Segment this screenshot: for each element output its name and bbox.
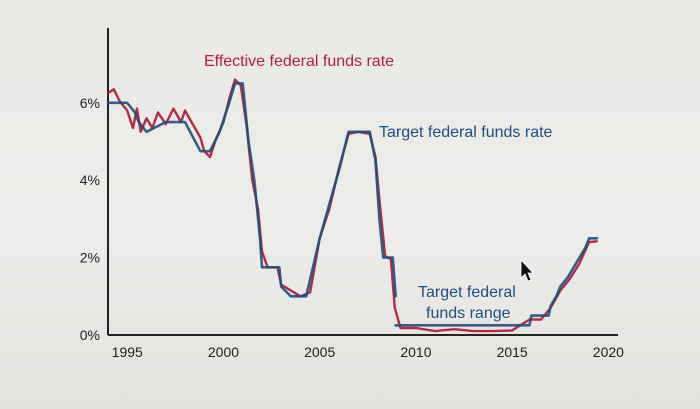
series-line-target-range: [394, 237, 599, 327]
series-line-effective-rate: [106, 78, 598, 333]
annotation-target-rate: Target federal funds rate: [379, 124, 553, 141]
x-tick-label: 1995: [112, 344, 143, 360]
y-tick-label: 2%: [80, 250, 100, 266]
annotations: Effective federal funds rate Target fede…: [204, 53, 553, 322]
x-tick-label: 2005: [304, 344, 335, 360]
y-tick-label: 6%: [80, 95, 100, 111]
x-tick-label: 2015: [497, 344, 528, 360]
series-layer: [106, 78, 599, 333]
annotation-target-range-line1: Target federal: [418, 284, 516, 301]
y-tick-label: 0%: [80, 327, 100, 343]
annotation-target-range-line2: funds range: [426, 305, 511, 322]
y-tick-label: 4%: [80, 172, 100, 188]
x-tick-label: 2010: [400, 344, 431, 360]
axes: [107, 28, 618, 336]
series-line-target-rate: [106, 82, 397, 298]
tick-labels: 0% 2% 4% 6% 1995 2000 2005 2010 2015 2020: [80, 95, 624, 360]
mouse-cursor-icon: [520, 258, 534, 282]
x-tick-label: 2000: [208, 344, 239, 360]
annotation-effective-rate: Effective federal funds rate: [204, 53, 394, 70]
x-tick-label: 2020: [593, 344, 624, 360]
